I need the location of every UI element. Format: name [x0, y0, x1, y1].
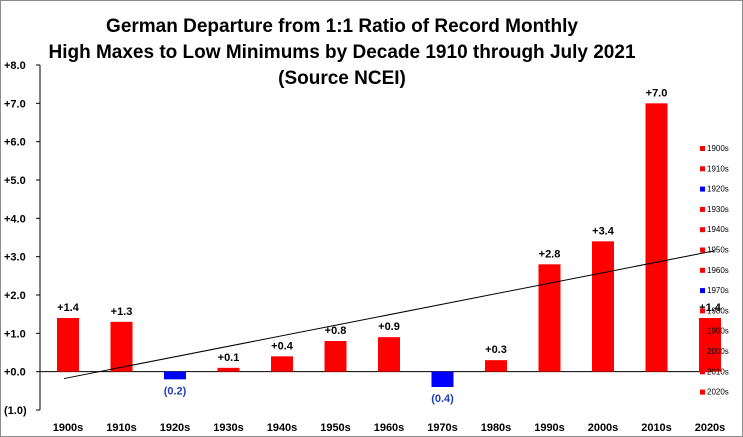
legend-marker-1950s — [700, 247, 705, 253]
bar-1940s — [271, 356, 293, 372]
legend-label-1940s: 1940s — [707, 225, 729, 234]
data-label-1950s: +0.8 — [325, 325, 347, 337]
y-tick-label: +0.0 — [4, 367, 26, 379]
legend-label-1950s: 1950s — [707, 246, 729, 255]
y-tick-label: +6.0 — [4, 137, 26, 149]
y-tick-label: +4.0 — [4, 213, 26, 225]
data-label-1910s: +1.3 — [111, 306, 133, 318]
legend-label-2000s: 2000s — [707, 347, 729, 356]
y-tick-label: +1.0 — [4, 328, 26, 340]
legend-label-1990s: 1990s — [707, 327, 729, 336]
bar-1980s — [485, 360, 507, 372]
x-tick-label-2000s: 2000s — [588, 422, 619, 434]
data-label-1900s: +1.4 — [57, 302, 80, 314]
data-label-1990s: +2.8 — [539, 248, 561, 260]
legend-marker-1960s — [700, 267, 705, 273]
chart-title-line-2: High Maxes to Low Minimums by Decade 191… — [48, 42, 636, 63]
chart-title-line-1: German Departure from 1:1 Ratio of Recor… — [106, 16, 578, 37]
legend-label-1930s: 1930s — [707, 205, 729, 214]
x-tick-label-1970s: 1970s — [427, 422, 458, 434]
bar-1910s — [110, 321, 133, 372]
x-tick-label-1960s: 1960s — [374, 422, 405, 434]
legend-label-2020s: 2020s — [707, 388, 729, 397]
x-tick-label-1900s: 1900s — [53, 422, 84, 434]
legend-label-1960s: 1960s — [707, 266, 729, 275]
legend-marker-1910s — [700, 166, 705, 172]
bar-1950s — [324, 341, 347, 372]
legend-marker-1930s — [700, 206, 705, 212]
bar-1930s — [217, 367, 240, 372]
bar-1990s — [538, 264, 561, 372]
x-tick-label-1940s: 1940s — [267, 422, 298, 434]
legend-label-1980s: 1980s — [707, 306, 729, 315]
data-label-1980s: +0.3 — [485, 344, 507, 356]
legend-marker-2020s — [700, 389, 705, 395]
legend-marker-1980s — [700, 308, 705, 314]
x-tick-label-2020s: 2020s — [695, 422, 726, 434]
x-tick-label-1910s: 1910s — [106, 422, 137, 434]
legend-marker-1990s — [700, 328, 705, 334]
legend-label-1970s: 1970s — [707, 286, 729, 295]
data-label-1940s: +0.4 — [271, 340, 294, 352]
bar-2000s — [592, 241, 614, 372]
y-tick-label: +5.0 — [4, 175, 26, 187]
legend-label-1910s: 1910s — [707, 164, 729, 173]
legend-marker-1900s — [700, 146, 705, 151]
trendline — [63, 250, 715, 380]
bar-1900s — [57, 318, 79, 372]
x-tick-label-1930s: 1930s — [213, 422, 244, 434]
legend-marker-1920s — [700, 186, 705, 192]
bar-2010s — [645, 103, 668, 372]
legend-marker-1970s — [700, 288, 705, 294]
bar-1960s — [378, 337, 400, 372]
y-tick-label: +2.0 — [4, 290, 26, 302]
data-label-1920s: (0.2) — [164, 385, 187, 397]
x-tick-label-1990s: 1990s — [534, 422, 565, 434]
bar-1970s — [431, 371, 454, 387]
bar-1920s — [164, 371, 186, 380]
legend-marker-1940s — [700, 227, 705, 233]
legend-label-1900s: 1900s — [707, 144, 729, 153]
legend-label-1920s: 1920s — [707, 185, 729, 194]
legend-label-2010s: 2010s — [707, 367, 729, 376]
chart-title: German Departure from 1:1 Ratio of Recor… — [0, 14, 684, 92]
x-tick-label-1920s: 1920s — [160, 422, 191, 434]
legend-marker-2000s — [700, 349, 705, 354]
data-label-1930s: +0.1 — [218, 352, 240, 364]
chart-title-line-3: (Source NCEI) — [278, 68, 406, 89]
data-label-2000s: +3.4 — [592, 225, 615, 237]
legend-marker-2010s — [700, 369, 705, 375]
data-label-2010s: +7.0 — [646, 87, 668, 99]
x-tick-label-1980s: 1980s — [481, 422, 512, 434]
y-tick-label: (1.0) — [4, 405, 27, 417]
y-tick-label: +8.0 — [4, 60, 26, 72]
data-label-1970s: (0.4) — [431, 393, 454, 405]
x-tick-label-1950s: 1950s — [320, 422, 351, 434]
data-label-1960s: +0.9 — [378, 321, 400, 333]
x-tick-label-2010s: 2010s — [641, 422, 672, 434]
y-tick-label: +3.0 — [4, 252, 26, 264]
y-tick-label: +7.0 — [4, 98, 26, 110]
